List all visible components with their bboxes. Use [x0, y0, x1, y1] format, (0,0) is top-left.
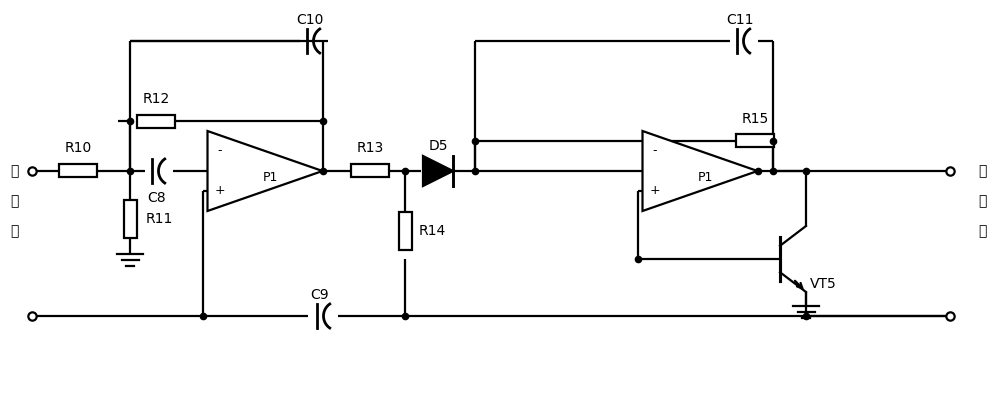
Text: +: +: [214, 184, 225, 198]
Bar: [351, 164, 389, 178]
Text: R11: R11: [146, 212, 173, 226]
Text: C8: C8: [148, 191, 166, 205]
Bar: [59, 164, 97, 178]
Text: C11: C11: [726, 13, 754, 27]
Bar: [736, 134, 774, 148]
Text: 端: 端: [978, 224, 986, 238]
Text: R14: R14: [419, 224, 446, 238]
Text: R15: R15: [741, 112, 769, 126]
Text: P1: P1: [262, 172, 278, 184]
Polygon shape: [423, 156, 453, 186]
Text: C9: C9: [311, 288, 329, 302]
Text: -: -: [652, 144, 657, 158]
Text: VT5: VT5: [810, 277, 837, 291]
Text: C10: C10: [296, 13, 324, 27]
Text: -: -: [217, 144, 222, 158]
Text: R10: R10: [64, 141, 92, 155]
Text: R13: R13: [356, 141, 384, 155]
Bar: [124, 200, 137, 238]
Bar: [137, 115, 175, 128]
Text: 出: 出: [978, 194, 986, 208]
Text: 入: 入: [10, 194, 18, 208]
Text: 端: 端: [10, 224, 18, 238]
Text: D5: D5: [428, 139, 448, 153]
Text: R12: R12: [142, 92, 170, 106]
Polygon shape: [208, 131, 322, 211]
Text: +: +: [649, 184, 660, 198]
Text: P1: P1: [697, 172, 713, 184]
Bar: [398, 212, 412, 250]
Text: 输: 输: [978, 164, 986, 178]
Polygon shape: [642, 131, 758, 211]
Text: 输: 输: [10, 164, 18, 178]
